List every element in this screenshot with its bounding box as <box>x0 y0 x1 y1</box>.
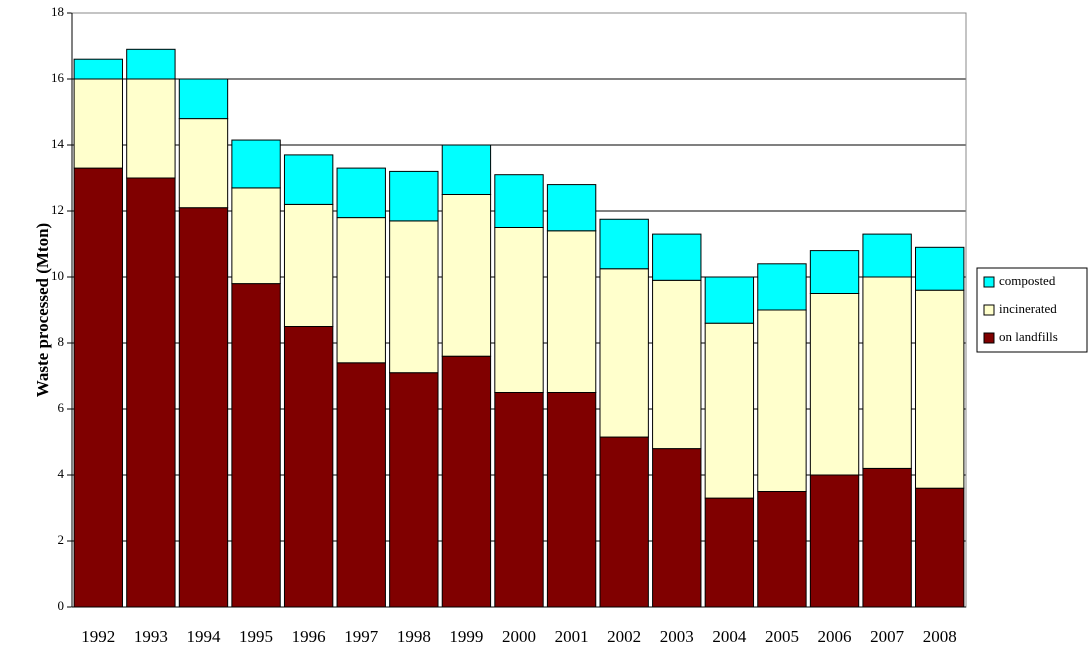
x-tick-label: 2000 <box>502 627 536 646</box>
y-tick-label: 12 <box>51 202 64 217</box>
bar-segment <box>73 78 123 169</box>
bar-segment <box>178 207 229 608</box>
bar-segment <box>73 58 123 80</box>
x-tick-label: 2004 <box>712 627 747 646</box>
x-tick-label: 1993 <box>134 627 168 646</box>
bar-segment <box>126 48 176 80</box>
y-tick-label: 8 <box>58 334 65 349</box>
bar-segment <box>757 263 807 311</box>
bar-segment <box>652 448 702 608</box>
legend-label: incinerated <box>999 301 1057 316</box>
x-tick-label: 1999 <box>449 627 483 646</box>
x-tick-label: 2008 <box>923 627 957 646</box>
y-tick-label: 16 <box>51 70 65 85</box>
y-tick-label: 4 <box>58 466 65 481</box>
bar-segment <box>546 392 597 608</box>
x-tick-label: 2002 <box>607 627 641 646</box>
legend-swatch <box>983 276 995 288</box>
x-tick-label: 1997 <box>344 627 379 646</box>
bar-segment <box>862 276 912 469</box>
x-tick-label: 2007 <box>870 627 905 646</box>
x-tick-label: 1994 <box>186 627 221 646</box>
x-tick-label: 2003 <box>660 627 694 646</box>
bar-segment <box>704 322 755 499</box>
bar-segment <box>336 167 386 219</box>
bar-segment <box>915 487 965 608</box>
bar-segment <box>441 144 492 195</box>
bar-segment <box>336 217 386 364</box>
x-tick-label: 2006 <box>818 627 852 646</box>
bar-segment <box>231 139 281 189</box>
bar-segment <box>441 194 492 357</box>
bar-segment <box>652 279 702 450</box>
y-tick-label: 18 <box>51 4 64 19</box>
bar-segment <box>494 174 544 228</box>
bar-segment <box>494 392 544 608</box>
bar-segment <box>546 184 597 232</box>
bar-segment <box>126 177 176 608</box>
y-tick-label: 2 <box>58 532 65 547</box>
y-tick-label: 14 <box>51 136 65 151</box>
y-tick-label: 6 <box>58 400 65 415</box>
bar-segment <box>809 474 860 608</box>
bar-segment <box>231 187 281 285</box>
bar-segment <box>599 268 649 438</box>
x-tick-label: 2005 <box>765 627 799 646</box>
bar-segment <box>704 497 755 608</box>
bar-segment <box>389 170 439 222</box>
bar-segment <box>757 491 807 608</box>
bar-segment <box>809 250 860 295</box>
bar-segment <box>862 467 912 608</box>
legend-label: on landfills <box>999 329 1058 344</box>
bar-segment <box>73 167 123 608</box>
x-tick-label: 1996 <box>292 627 326 646</box>
bar-segment <box>546 230 597 393</box>
bar-segment <box>915 246 965 291</box>
legend-box <box>976 267 1088 353</box>
bar-segment <box>178 78 229 120</box>
y-axis-label: Waste processed (Mton) <box>33 223 52 397</box>
bar-segment <box>283 326 334 608</box>
bar-segment <box>126 78 176 179</box>
bar-segment <box>599 436 649 608</box>
bar-segment <box>389 220 439 374</box>
legend-label: composted <box>999 273 1056 288</box>
bar-segment <box>178 118 229 209</box>
x-tick-label: 1995 <box>239 627 273 646</box>
x-tick-label: 1992 <box>81 627 115 646</box>
bar-segment <box>652 233 702 281</box>
y-tick-label: 0 <box>58 598 65 613</box>
bar-segment <box>231 283 281 608</box>
bar-segment <box>809 293 860 476</box>
bar-segment <box>704 276 755 324</box>
bar-segment <box>283 154 334 205</box>
bar-segment <box>494 227 544 393</box>
y-tick-label: 10 <box>51 268 64 283</box>
bar-segment <box>599 218 649 270</box>
x-tick-label: 2001 <box>555 627 589 646</box>
legend-swatch <box>983 332 995 344</box>
bar-segment <box>441 355 492 608</box>
bar-segment <box>336 362 386 608</box>
bar-segment <box>283 203 334 327</box>
bar-segment <box>757 309 807 492</box>
legend-swatch <box>983 304 995 316</box>
bar-segment <box>862 233 912 278</box>
bar-segment <box>389 372 439 608</box>
x-tick-label: 1998 <box>397 627 431 646</box>
bar-segment <box>915 289 965 489</box>
